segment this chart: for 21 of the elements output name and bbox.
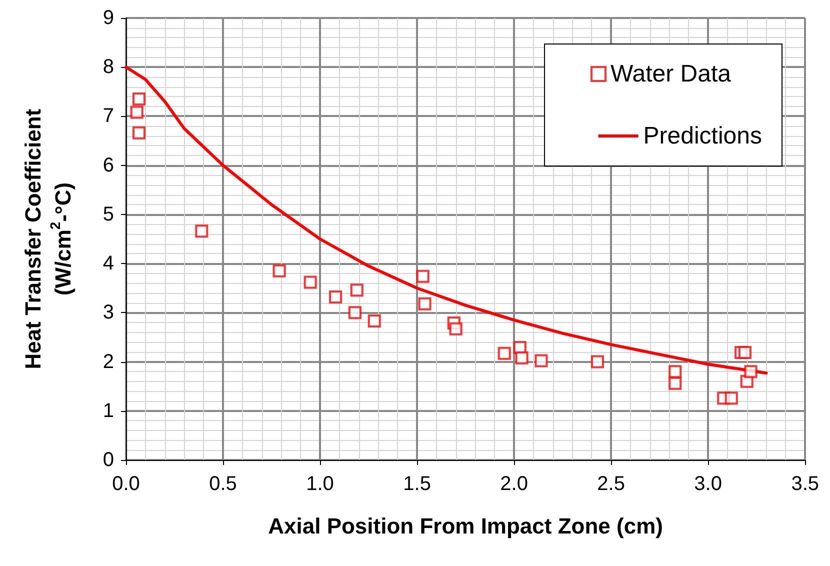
legend-label: Predictions bbox=[643, 122, 762, 150]
y-tick-label: 6 bbox=[102, 154, 114, 176]
x-tick-label: 2.0 bbox=[500, 473, 528, 495]
y-tick-label: 2 bbox=[102, 350, 114, 373]
x-tick-label: 0.0 bbox=[112, 473, 140, 495]
x-tick-label: 1.5 bbox=[403, 473, 431, 495]
y-tick-label: 7 bbox=[102, 105, 114, 128]
x-tick-label: 1.0 bbox=[306, 473, 334, 495]
y-tick-label: 8 bbox=[102, 56, 114, 78]
y-tick-label: 1 bbox=[102, 400, 114, 422]
x-tick-label: 3.0 bbox=[694, 473, 722, 495]
y-tick-label: 9 bbox=[102, 7, 114, 29]
y-tick-label: 4 bbox=[102, 252, 114, 275]
x-tick-label: 2.5 bbox=[597, 473, 625, 495]
x-tick-label: 0.5 bbox=[209, 473, 237, 495]
y-tick-label: 3 bbox=[102, 302, 114, 324]
legend-label: Water Data bbox=[610, 60, 732, 88]
y-tick-label: 5 bbox=[102, 203, 114, 226]
x-tick-label: 3.5 bbox=[791, 473, 820, 495]
x-axis-title: Axial Position From Impact Zone (cm) bbox=[268, 514, 663, 538]
y-tick-label: 0 bbox=[102, 449, 114, 471]
